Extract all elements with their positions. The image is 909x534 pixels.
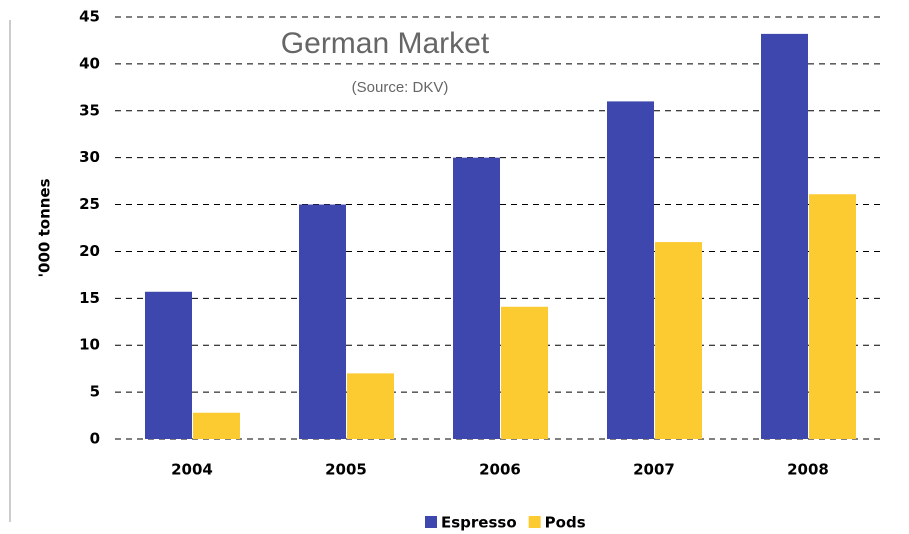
x-tick-label: 2004 bbox=[171, 461, 213, 479]
legend-swatch bbox=[425, 516, 437, 528]
y-tick-label: 35 bbox=[79, 101, 100, 119]
y-tick-label: 20 bbox=[79, 242, 100, 260]
y-tick-label: 0 bbox=[90, 430, 100, 448]
chart-title: German Market bbox=[281, 27, 490, 60]
legend-swatch bbox=[528, 516, 541, 528]
bar bbox=[655, 242, 702, 439]
x-tick-label: 2006 bbox=[479, 461, 521, 479]
legend-label: Pods bbox=[545, 514, 586, 532]
x-tick-label: 2005 bbox=[325, 461, 367, 479]
bar bbox=[501, 306, 548, 439]
bar bbox=[761, 33, 808, 439]
x-tick-label: 2007 bbox=[633, 461, 675, 479]
bar bbox=[193, 412, 240, 439]
x-tick-label: 2008 bbox=[787, 461, 829, 479]
bar bbox=[453, 157, 500, 439]
bar bbox=[299, 204, 346, 439]
bar bbox=[347, 373, 394, 439]
y-tick-label: 15 bbox=[79, 289, 100, 307]
legend-label: Espresso bbox=[441, 514, 517, 532]
bar bbox=[607, 101, 654, 440]
y-tick-label: 45 bbox=[79, 8, 100, 26]
bar bbox=[809, 194, 856, 439]
y-tick-label: 5 bbox=[90, 383, 100, 401]
y-tick-label: 30 bbox=[79, 148, 100, 166]
chart-subtitle: (Source: DKV) bbox=[352, 79, 449, 96]
y-tick-label: 10 bbox=[79, 336, 100, 354]
y-axis-label: '000 tonnes bbox=[36, 178, 54, 277]
y-tick-label: 40 bbox=[79, 54, 100, 72]
y-tick-label: 25 bbox=[79, 195, 100, 213]
bar bbox=[145, 291, 192, 439]
